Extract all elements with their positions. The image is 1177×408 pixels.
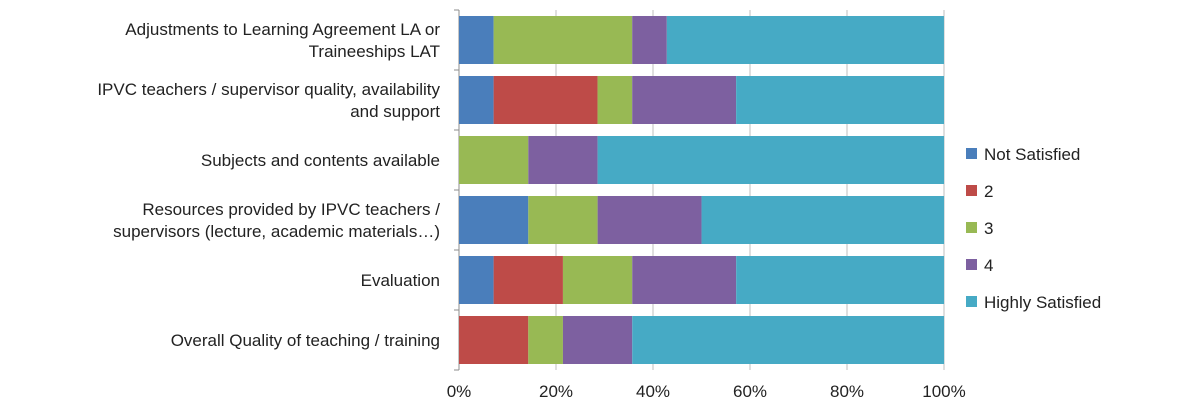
- bar-segment: [597, 136, 945, 184]
- x-tick-label: 80%: [830, 382, 864, 401]
- category-label: Resources provided by IPVC teachers /: [142, 200, 440, 219]
- legend-swatch: [966, 185, 977, 196]
- legend-swatch: [966, 222, 977, 233]
- bar-segment: [701, 196, 945, 244]
- bar-segment: [528, 196, 598, 244]
- category-label: supervisors (lecture, academic materials…: [113, 222, 440, 241]
- bar-segment: [736, 256, 945, 304]
- x-tick-label: 100%: [922, 382, 965, 401]
- category-label: IPVC teachers / supervisor quality, avai…: [97, 80, 440, 99]
- category-label: and support: [350, 102, 440, 121]
- bar-segment: [666, 16, 944, 64]
- legend-label: 2: [984, 182, 993, 201]
- bar-segment: [459, 316, 529, 364]
- bar-segment: [562, 316, 633, 364]
- bar-segment: [459, 196, 529, 244]
- legend-label: Not Satisfied: [984, 145, 1080, 164]
- bar-segment: [459, 16, 494, 64]
- legend: Not Satisfied 2 3 4 Highly Satisfied: [966, 145, 1101, 312]
- x-tick-label: 0%: [447, 382, 472, 401]
- bar-segment: [632, 316, 945, 364]
- legend-label: 3: [984, 219, 993, 238]
- bar-segment: [459, 256, 494, 304]
- category-label: Traineeships LAT: [309, 42, 440, 61]
- category-label: Evaluation: [361, 271, 440, 290]
- category-label: Adjustments to Learning Agreement LA or: [125, 20, 440, 39]
- bars: [459, 16, 945, 364]
- legend-label: Highly Satisfied: [984, 293, 1101, 312]
- bar-segment: [459, 76, 494, 124]
- bar-segment: [493, 256, 563, 304]
- legend-swatch: [966, 148, 977, 159]
- bar-segment: [562, 256, 633, 304]
- category-labels: Adjustments to Learning Agreement LA or T…: [97, 20, 440, 350]
- bar-segment: [632, 16, 667, 64]
- x-tick-labels: 0% 20% 40% 60% 80% 100%: [447, 382, 966, 401]
- x-tick-label: 40%: [636, 382, 670, 401]
- legend-swatch: [966, 296, 977, 307]
- legend-label: 4: [984, 256, 993, 275]
- bar-segment: [528, 136, 598, 184]
- bar-segment: [493, 16, 633, 64]
- bar-segment: [597, 76, 633, 124]
- bar-segment: [632, 76, 737, 124]
- bar-segment: [459, 136, 529, 184]
- x-tick-label: 20%: [539, 382, 573, 401]
- bar-segment: [493, 76, 598, 124]
- bar-segment: [528, 316, 563, 364]
- bar-segment: [736, 76, 944, 124]
- x-tick-label: 60%: [733, 382, 767, 401]
- gridlines: [555, 10, 945, 370]
- bar-segment: [632, 256, 737, 304]
- category-label: Subjects and contents available: [201, 151, 440, 170]
- bar-segment: [597, 196, 702, 244]
- category-label: Overall Quality of teaching / training: [171, 331, 440, 350]
- legend-swatch: [966, 259, 977, 270]
- y-axis: [454, 9, 460, 371]
